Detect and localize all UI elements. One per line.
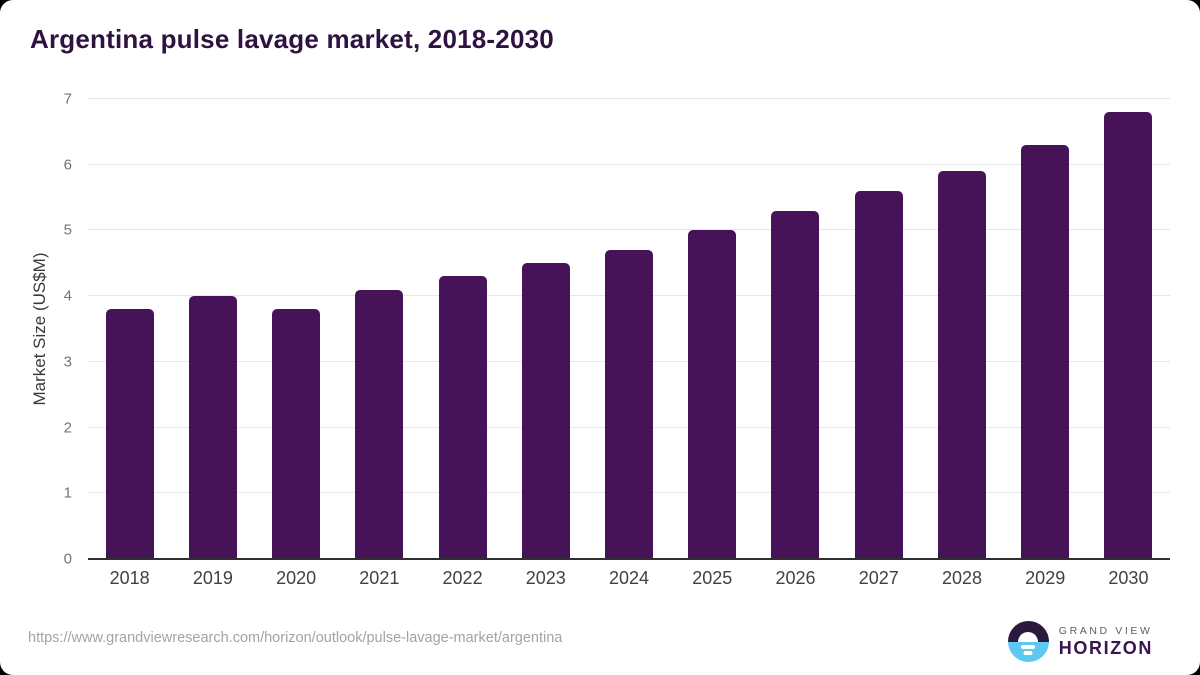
bar-2027 [854,191,903,559]
logo-line-grand-view: GRAND VIEW [1058,624,1153,637]
bar-slot [338,99,421,559]
bar-2024 [605,250,654,559]
grand-view-horizon-logo: GRAND VIEW HORIZON [1007,621,1153,662]
horizon-sun-icon [1007,621,1049,662]
bar-2028 [937,171,986,559]
bar-2022 [438,276,487,559]
logo-line-horizon: HORIZON [1058,637,1153,658]
x-tick-label: 2024 [609,568,650,588]
x-tick-label: 2019 [192,568,233,588]
bar-2023 [521,263,570,559]
y-tick-label: 3 [63,353,72,371]
bar-2029 [1021,145,1070,559]
bar-slot [671,99,754,559]
sun-reflection-line-2 [1023,651,1033,655]
x-tick-label: 2028 [941,568,982,588]
bar-slot [254,99,337,559]
bar-slot [171,99,254,559]
gridline [88,163,1170,165]
x-tick-label: 2025 [692,568,733,588]
gridline [88,98,1170,99]
chart-title: Argentina pulse lavage market, 2018-2030 [30,24,554,54]
bar-slot [1087,99,1170,559]
y-axis-labels: 0 1 2 3 4 5 6 7 [0,91,80,568]
y-tick-label: 2 [63,419,72,437]
bar-2021 [355,289,404,559]
source-url: https://www.grandviewresearch.com/horizo… [28,630,563,646]
bar-slot [920,99,1003,559]
x-tick-label: 2023 [525,568,566,588]
y-tick-label: 1 [63,484,72,502]
plot-area [88,98,1170,560]
x-axis-labels: 2018 2019 2020 2021 2022 2023 2024 2025 2026 2027… [88,568,1170,589]
y-tick-label: 0 [63,550,72,568]
x-axis-line [88,558,1170,560]
x-tick-label: 2029 [1025,568,1066,588]
bar-2020 [272,309,321,559]
y-tick-label: 5 [63,221,72,239]
bar-2030 [1104,112,1153,559]
sun-reflection-line-1 [1021,645,1036,649]
x-tick-label: 2021 [359,568,400,588]
x-tick-label: 2026 [775,568,816,588]
bar-slot [1004,99,1087,559]
x-tick-label: 2030 [1108,568,1149,588]
x-tick-label: 2027 [858,568,899,588]
bar-slot [504,99,587,559]
bar-2018 [105,309,154,559]
x-tick-label: 2018 [109,568,150,588]
gridline [88,229,1170,231]
bar-slot [88,99,171,559]
logo-text: GRAND VIEW HORIZON [1059,625,1153,659]
x-tick-label: 2022 [442,568,483,588]
y-tick-label: 6 [63,156,72,174]
y-tick-label: 7 [63,90,72,108]
bar-slot [421,99,504,559]
x-tick-label: 2020 [276,568,317,588]
bar-2025 [688,230,737,559]
bar-2026 [771,210,820,559]
bar-slot [754,99,837,559]
bars [88,99,1170,559]
logo-circle-top [1007,621,1049,642]
sun-dome-glyph [1018,631,1039,642]
bar-2019 [188,296,237,559]
y-tick-label: 4 [63,287,72,305]
bar-slot [837,99,920,559]
bar-slot [587,99,670,559]
